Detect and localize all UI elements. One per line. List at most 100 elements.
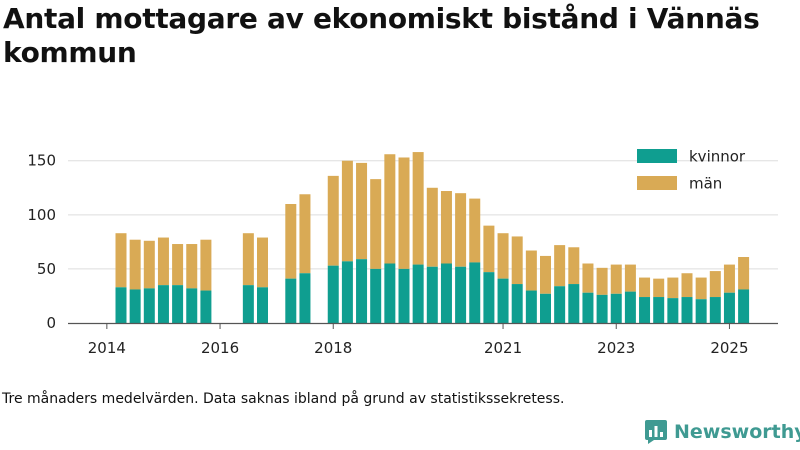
bar-kvinnor	[412, 264, 424, 323]
bar-man	[610, 264, 622, 294]
bar-man	[186, 244, 198, 289]
bar-man	[341, 160, 353, 262]
y-tick-label: 150	[27, 152, 56, 170]
bar-man	[554, 245, 566, 287]
legend-label-man: män	[689, 175, 722, 193]
bar-kvinnor	[667, 298, 679, 323]
bar-man	[624, 264, 636, 292]
bar-man	[285, 204, 297, 279]
bar-man	[709, 271, 721, 298]
bar-kvinnor	[681, 297, 693, 323]
bar-man	[157, 237, 169, 286]
bar-man	[129, 239, 141, 290]
legend-swatch-man	[637, 176, 677, 190]
bar-man	[327, 175, 339, 266]
bar-man	[695, 277, 707, 300]
bar-kvinnor	[455, 266, 467, 323]
x-tick-label: 2018	[314, 339, 352, 357]
bar-man	[172, 244, 184, 286]
bar-man	[596, 267, 608, 295]
bar-kvinnor	[568, 284, 580, 323]
bar-man	[384, 154, 396, 264]
bar-kvinnor	[695, 299, 707, 323]
y-tick-label: 100	[27, 206, 56, 224]
bar-kvinnor	[610, 293, 622, 323]
bar-kvinnor	[370, 268, 382, 323]
bar-man	[356, 162, 368, 260]
bar-kvinnor	[257, 287, 268, 323]
bar-man	[242, 233, 254, 286]
x-tick-label: 2021	[484, 339, 522, 357]
bar-man	[143, 240, 155, 289]
bar-kvinnor	[143, 288, 155, 323]
page-title: Antal mottagare av ekonomiskt bistånd i …	[3, 2, 760, 69]
bar-kvinnor	[525, 290, 537, 323]
bar-man	[483, 225, 495, 273]
bar-man	[299, 194, 311, 274]
bar-kvinnor	[497, 278, 509, 323]
bar-kvinnor	[200, 290, 212, 323]
bar-kvinnor	[356, 259, 368, 323]
bar-kvinnor	[172, 285, 184, 323]
bar-kvinnor	[426, 266, 438, 323]
x-tick-label: 2016	[201, 339, 239, 357]
bar-kvinnor	[540, 293, 551, 323]
legend-swatch-kvinnor	[637, 149, 677, 163]
bar-man	[469, 198, 481, 263]
bar-kvinnor	[723, 292, 735, 323]
x-tick-label: 2025	[710, 339, 748, 357]
x-tick-label: 2023	[597, 339, 635, 357]
bar-man	[511, 236, 523, 285]
bar-man	[200, 239, 212, 291]
bar-man	[738, 257, 750, 290]
bar-man	[412, 152, 424, 265]
bar-kvinnor	[440, 263, 452, 323]
bar-kvinnor	[483, 272, 495, 323]
bar-man	[525, 250, 537, 291]
bar-kvinnor	[186, 288, 198, 323]
y-tick-label: 50	[37, 260, 56, 278]
bar-kvinnor	[327, 265, 339, 323]
bar-kvinnor	[511, 284, 523, 323]
bar-man	[582, 263, 594, 293]
bar-man	[115, 233, 127, 288]
bar-kvinnor	[285, 278, 297, 323]
bar-kvinnor	[624, 291, 636, 323]
bar-kvinnor	[596, 294, 608, 323]
bar-man	[440, 191, 452, 264]
newsworthy-logo-icon	[645, 420, 667, 444]
footnote: Tre månaders medelvärden. Data saknas ib…	[2, 391, 565, 407]
bar-man	[639, 277, 651, 298]
bar-kvinnor	[115, 287, 127, 323]
bar-kvinnor	[639, 297, 651, 323]
bar-man	[370, 179, 382, 269]
bar-man	[426, 187, 438, 267]
y-tick-label: 0	[46, 314, 56, 332]
bar-kvinnor	[582, 292, 594, 323]
bar-kvinnor	[709, 297, 721, 323]
bar-kvinnor	[469, 262, 481, 323]
bar-man	[455, 193, 467, 267]
bar-man	[723, 264, 735, 293]
bar-kvinnor	[341, 261, 353, 323]
bar-man	[568, 247, 580, 285]
bar-kvinnor	[738, 289, 750, 323]
bar-kvinnor	[157, 285, 169, 323]
brand: Newsworthy	[644, 419, 800, 445]
bar-kvinnor	[129, 289, 141, 323]
brand-name: Newsworthy	[674, 421, 800, 443]
bar-man	[681, 273, 693, 298]
bar-kvinnor	[242, 285, 254, 323]
bar-man	[257, 237, 268, 288]
bar-man	[540, 255, 551, 294]
bar-man	[653, 278, 665, 298]
bar-kvinnor	[384, 263, 396, 323]
bar-kvinnor	[299, 273, 311, 323]
legend-label-kvinnor: kvinnor	[689, 148, 746, 166]
x-tick-label: 2014	[88, 339, 126, 357]
bar-kvinnor	[398, 268, 410, 323]
bar-kvinnor	[554, 286, 566, 323]
bar-man	[497, 233, 509, 279]
bar-kvinnor	[653, 297, 665, 323]
